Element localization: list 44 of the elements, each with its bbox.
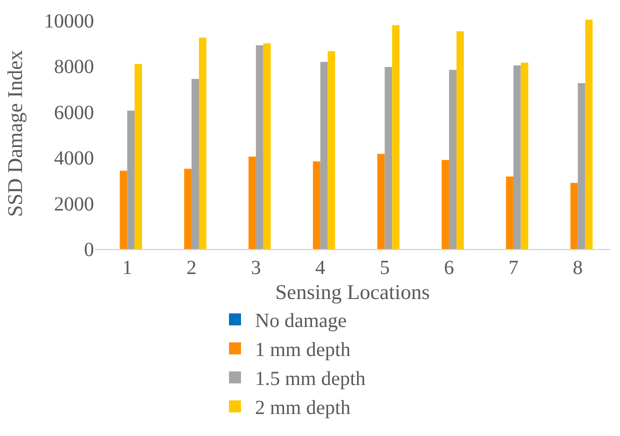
bar [263, 43, 271, 249]
bar [134, 64, 142, 249]
x-tick-label: 3 [250, 257, 261, 279]
bar [120, 170, 128, 249]
bar [384, 66, 392, 249]
bar [392, 25, 400, 249]
y-tick-label: 10000 [44, 10, 94, 32]
bar [520, 62, 528, 249]
x-axis-title: Sensing Locations [275, 280, 430, 304]
bar [312, 161, 320, 249]
legend-label: 1 mm depth [255, 339, 351, 362]
bar [456, 31, 464, 249]
x-tick-label: 5 [380, 257, 390, 279]
y-tick-label: 2000 [54, 193, 94, 216]
bar [442, 160, 450, 249]
y-tick-label: 4000 [54, 148, 94, 170]
x-tick-label: 8 [572, 257, 583, 279]
bar [248, 156, 256, 249]
legend-label: No damage [255, 310, 347, 332]
bar [449, 70, 456, 249]
bar [578, 83, 586, 249]
bar [320, 62, 328, 249]
bar [328, 51, 336, 249]
x-tick-label: 1 [122, 257, 132, 279]
bar [585, 20, 593, 249]
bar [127, 110, 135, 249]
bar [377, 154, 385, 249]
bar [198, 38, 206, 249]
y-tick-label: 6000 [54, 102, 94, 124]
x-tick-label: 4 [315, 257, 326, 279]
x-tick-label: 7 [508, 257, 518, 279]
y-axis-title: SSD Damage Index [3, 50, 28, 217]
bar [570, 182, 578, 249]
legend-label: 2 mm depth [255, 397, 351, 420]
legend-label: 1.5 mm depth [255, 368, 366, 390]
y-tick-label: 0 [84, 239, 94, 261]
bar [192, 78, 199, 249]
bar [184, 168, 192, 249]
x-tick-label: 6 [444, 257, 454, 279]
bar [513, 65, 521, 249]
x-tick-label: 2 [186, 257, 197, 279]
bar [256, 45, 264, 249]
y-tick-label: 8000 [54, 56, 94, 78]
bar [506, 176, 514, 249]
